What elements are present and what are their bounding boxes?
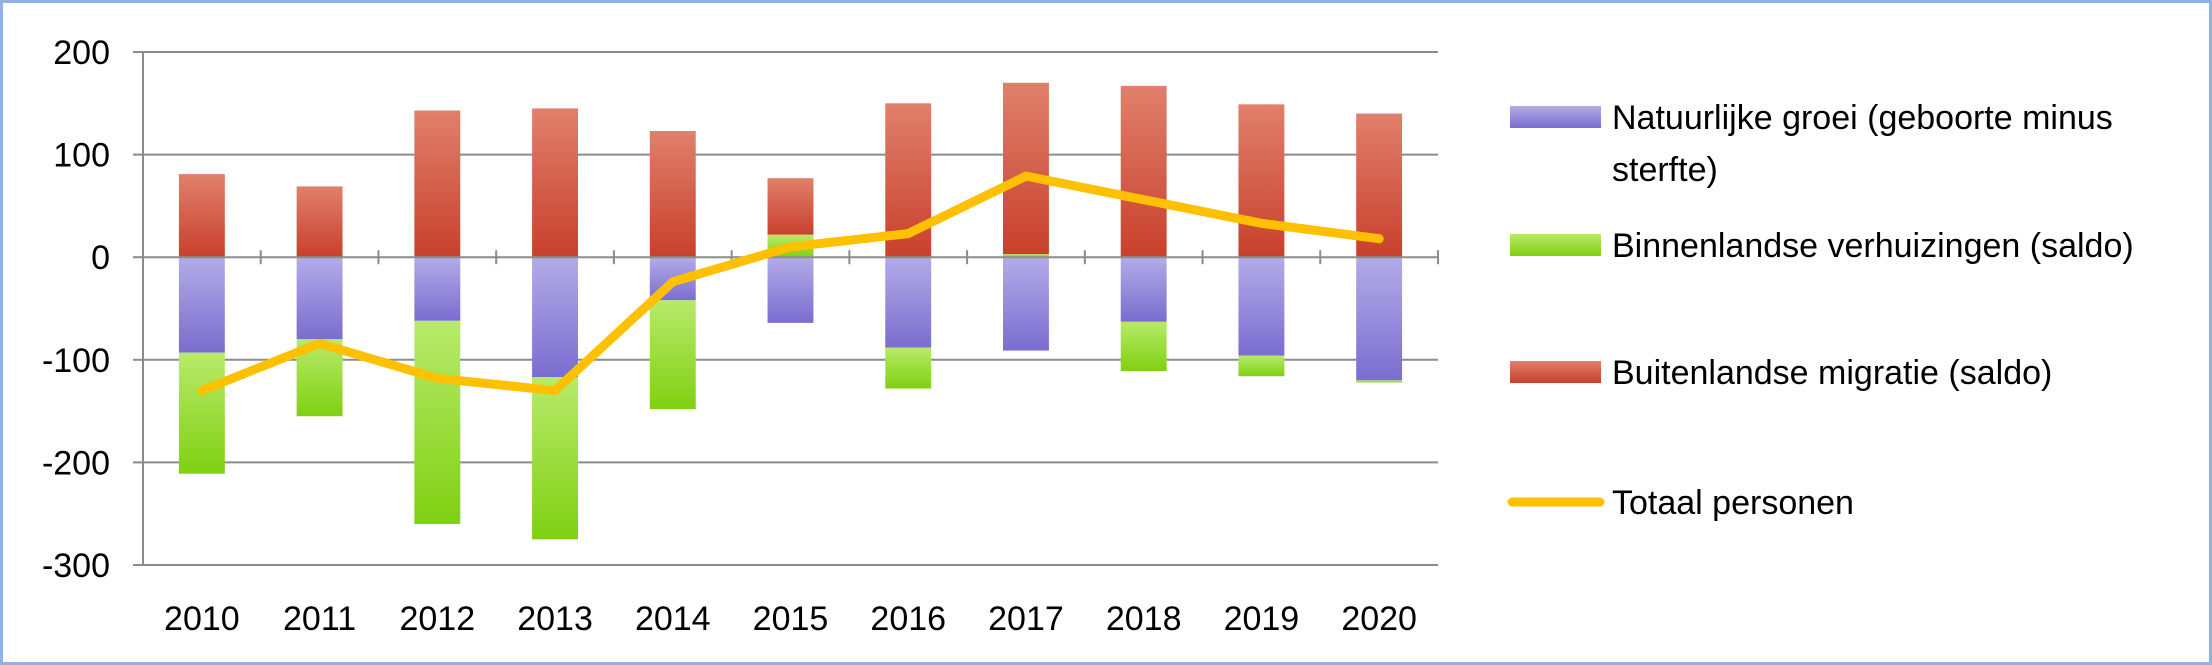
bar-2019-series-2 <box>1238 104 1285 258</box>
line-point-2014 <box>668 277 678 287</box>
x-tick-label: 2011 <box>283 600 356 638</box>
line-point-2010 <box>197 386 207 396</box>
x-tick-label: 2014 <box>635 600 711 638</box>
x-tick-label: 2019 <box>1224 600 1300 638</box>
bar-2018-series-1 <box>1120 321 1167 372</box>
legend-entry-2: Buitenlandse migratie (saldo) <box>1510 354 2052 392</box>
bar-2012-series-2 <box>414 110 461 258</box>
legend-label: Binnenlandse verhuizingen (saldo) <box>1612 227 2134 265</box>
legend-label: Natuurlijke groei (geboorte minus <box>1612 99 2113 137</box>
bar-2013-series-1 <box>532 377 579 540</box>
bar-2017-series-1 <box>1002 254 1049 258</box>
bar-2012-series-1 <box>414 320 461 524</box>
bar-2020-series-0 <box>1356 257 1403 381</box>
bars <box>178 82 1403 540</box>
y-tick-label: 0 <box>91 239 110 277</box>
legend-label: Totaal personen <box>1612 484 1854 522</box>
y-tick-label: 100 <box>53 137 110 175</box>
line-point-2020 <box>1374 234 1384 244</box>
line-point-2013 <box>550 386 560 396</box>
line-point-2016 <box>903 229 913 239</box>
line-point-2011 <box>315 338 325 348</box>
legend-label: Buitenlandse migratie (saldo) <box>1612 354 2052 392</box>
bar-2014-series-1 <box>649 300 696 410</box>
bar-2016-series-1 <box>885 347 932 389</box>
bar-2019-series-1 <box>1238 355 1285 377</box>
bar-2017-series-0 <box>1002 257 1049 351</box>
bar-2015-series-2 <box>767 178 814 235</box>
total-line <box>197 171 1384 396</box>
line-point-2018 <box>1139 195 1149 205</box>
bar-2010-series-1 <box>178 352 225 474</box>
legend-swatch <box>1510 234 1601 256</box>
legend: Natuurlijke groei (geboorte minus sterfte… <box>1507 99 2134 522</box>
legend-entry-0: Natuurlijke groei (geboorte minus sterfte… <box>1510 99 2113 189</box>
x-tick-label: 2020 <box>1341 600 1417 638</box>
bar-2016-series-0 <box>885 257 932 348</box>
bar-2015-series-0 <box>767 257 814 323</box>
legend-label: sterfte) <box>1612 151 1718 189</box>
x-tick-label: 2012 <box>399 600 475 638</box>
line-point-2019 <box>1256 218 1266 228</box>
bar-2013-series-0 <box>532 257 579 378</box>
x-axis: 2010 2011 2012 2013 2014 2015 2016 2017 2018 2019… <box>164 600 1417 638</box>
line-point-2015 <box>786 242 795 252</box>
bar-2012-series-0 <box>414 257 461 321</box>
y-tick-label: -100 <box>42 342 110 380</box>
bar-2020-series-1 <box>1356 380 1403 383</box>
x-tick-label: 2017 <box>988 600 1064 638</box>
x-tick-label: 2018 <box>1106 600 1182 638</box>
legend-swatch <box>1510 361 1601 383</box>
bar-2011-series-0 <box>296 257 343 340</box>
bar-2018-series-0 <box>1120 257 1167 322</box>
axes <box>142 52 1439 565</box>
bar-2010-series-0 <box>178 257 225 353</box>
x-tick-label: 2015 <box>753 600 829 638</box>
line-point-2017 <box>1021 171 1031 181</box>
y-tick-label: -200 <box>42 444 110 482</box>
legend-entry-1: Binnenlandse verhuizingen (saldo) <box>1510 227 2134 265</box>
bar-2019-series-0 <box>1238 257 1285 356</box>
x-tick-label: 2013 <box>517 600 593 638</box>
x-tick-label: 2016 <box>870 600 946 638</box>
bar-2014-series-2 <box>649 131 696 258</box>
legend-entry-3: Totaal personen <box>1507 484 1854 522</box>
y-axis: 200 100 0 -100 -200 -300 <box>42 34 143 585</box>
legend-swatch <box>1510 106 1601 128</box>
bar-2010-series-2 <box>178 174 225 258</box>
y-tick-label: 200 <box>53 34 110 72</box>
bar-2017-series-2 <box>1002 82 1049 255</box>
gridlines <box>143 51 1438 566</box>
bar-2011-series-2 <box>296 186 343 258</box>
bar-2013-series-2 <box>532 108 579 258</box>
bar-2018-series-2 <box>1120 85 1167 258</box>
x-tick-label: 2010 <box>164 600 240 638</box>
line-point-2012 <box>432 373 442 383</box>
y-tick-label: -300 <box>42 547 110 585</box>
